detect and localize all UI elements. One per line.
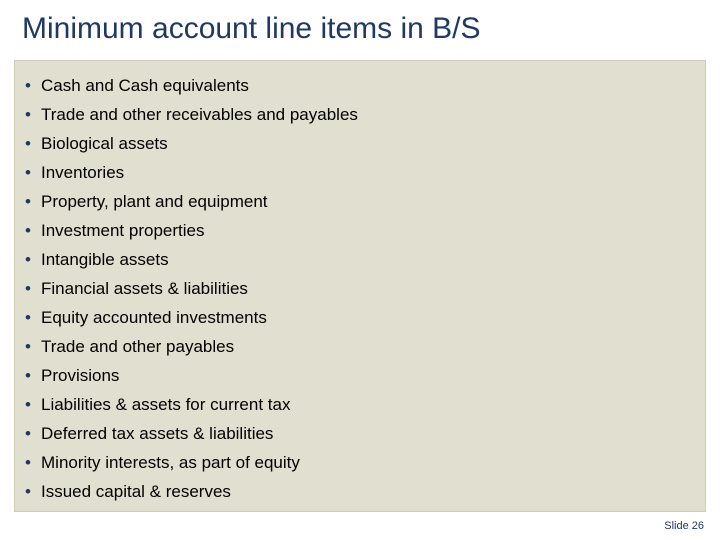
- list-item: • Property, plant and equipment: [23, 187, 697, 216]
- list-item: • Equity accounted investments: [23, 303, 697, 332]
- list-item-label: Deferred tax assets & liabilities: [41, 424, 273, 443]
- list-item: • Deferred tax assets & liabilities: [23, 419, 697, 448]
- bullet-icon: •: [25, 419, 31, 448]
- bullet-icon: •: [25, 158, 31, 187]
- list-item-label: Provisions: [41, 366, 119, 385]
- list-item: • Minority interests, as part of equity: [23, 448, 697, 477]
- bullet-icon: •: [25, 303, 31, 332]
- list-item: • Investment properties: [23, 216, 697, 245]
- bullet-list: • Cash and Cash equivalents • Trade and …: [23, 71, 697, 506]
- list-item: • Biological assets: [23, 129, 697, 158]
- bullet-icon: •: [25, 129, 31, 158]
- list-item: • Provisions: [23, 361, 697, 390]
- list-item: • Financial assets & liabilities: [23, 274, 697, 303]
- slide-number: Slide 26: [664, 520, 704, 532]
- bullet-icon: •: [25, 332, 31, 361]
- slide-title: Minimum account line items in B/S: [22, 12, 481, 46]
- bullet-icon: •: [25, 245, 31, 274]
- list-item: • Inventories: [23, 158, 697, 187]
- bullet-icon: •: [25, 71, 31, 100]
- list-item-label: Inventories: [41, 163, 124, 182]
- list-item: • Issued capital & reserves: [23, 477, 697, 506]
- bullet-icon: •: [25, 390, 31, 419]
- list-item-label: Liabilities & assets for current tax: [41, 395, 290, 414]
- list-item-label: Intangible assets: [41, 250, 169, 269]
- list-item: • Liabilities & assets for current tax: [23, 390, 697, 419]
- list-item: • Trade and other receivables and payabl…: [23, 100, 697, 129]
- content-box: • Cash and Cash equivalents • Trade and …: [14, 60, 706, 512]
- list-item-label: Investment properties: [41, 221, 204, 240]
- list-item-label: Minority interests, as part of equity: [41, 453, 300, 472]
- slide: Minimum account line items in B/S • Cash…: [0, 0, 720, 540]
- bullet-icon: •: [25, 216, 31, 245]
- list-item: • Intangible assets: [23, 245, 697, 274]
- bullet-icon: •: [25, 448, 31, 477]
- list-item-label: Trade and other payables: [41, 337, 234, 356]
- list-item-label: Property, plant and equipment: [41, 192, 268, 211]
- list-item-label: Trade and other receivables and payables: [41, 105, 358, 124]
- list-item-label: Financial assets & liabilities: [41, 279, 248, 298]
- list-item-label: Biological assets: [41, 134, 168, 153]
- bullet-icon: •: [25, 477, 31, 506]
- list-item: • Trade and other payables: [23, 332, 697, 361]
- bullet-icon: •: [25, 187, 31, 216]
- list-item-label: Cash and Cash equivalents: [41, 76, 249, 95]
- list-item: • Cash and Cash equivalents: [23, 71, 697, 100]
- bullet-icon: •: [25, 100, 31, 129]
- list-item-label: Equity accounted investments: [41, 308, 267, 327]
- bullet-icon: •: [25, 361, 31, 390]
- list-item-label: Issued capital & reserves: [41, 482, 231, 501]
- bullet-icon: •: [25, 274, 31, 303]
